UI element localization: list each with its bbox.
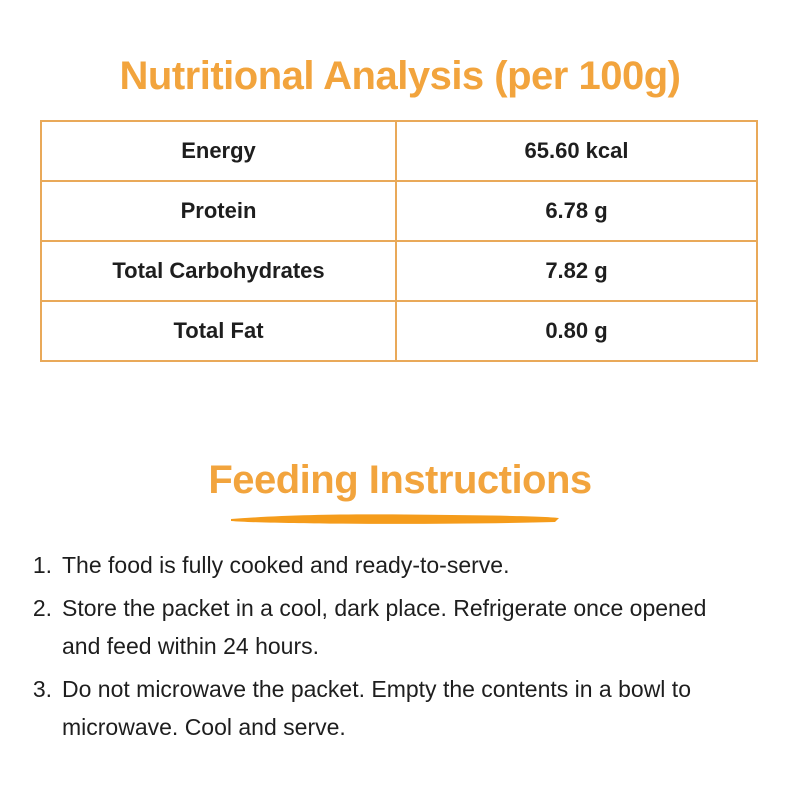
feeding-step: 2. Store the packet in a cool, dark plac… — [22, 589, 780, 665]
nutritional-analysis-title: Nutritional Analysis (per 100g) — [119, 54, 681, 98]
step-text: microwave. Cool and serve. — [62, 714, 346, 740]
nutrient-value: 0.80 g — [395, 300, 758, 362]
feeding-instructions-title: Feeding Instructions — [208, 458, 592, 502]
table-row: Energy 65.60 kcal — [40, 120, 758, 182]
nutrient-value: 65.60 kcal — [395, 120, 758, 182]
step-number: 3. — [32, 676, 52, 702]
feeding-step: 1. The food is fully cooked and ready-to… — [22, 546, 780, 584]
step-text: The food is fully cooked and ready-to-se… — [62, 552, 510, 578]
step-text: and feed within 24 hours. — [62, 633, 320, 659]
feeding-step: 3. Do not microwave the packet. Empty th… — [22, 670, 780, 746]
label-page: Nutritional Analysis (per 100g) Energy 6… — [0, 52, 800, 800]
nutrient-value: 7.82 g — [395, 240, 758, 302]
table-row: Total Carbohydrates 7.82 g — [40, 240, 758, 302]
nutrient-label: Energy — [40, 120, 397, 182]
brush-underline-stroke — [231, 514, 559, 524]
nutrient-value: 6.78 g — [395, 180, 758, 242]
step-number: 2. — [32, 595, 52, 621]
nutrient-label: Protein — [40, 180, 397, 242]
table-row: Protein 6.78 g — [40, 180, 758, 242]
nutrition-table: Energy 65.60 kcal Protein 6.78 g Total C… — [40, 120, 758, 362]
step-text: Store the packet in a cool, dark place. … — [62, 595, 707, 621]
table-row: Total Fat 0.80 g — [40, 300, 758, 362]
feeding-steps-list: 1. The food is fully cooked and ready-to… — [0, 546, 800, 746]
nutrient-label: Total Carbohydrates — [40, 240, 397, 302]
step-text: Do not microwave the packet. Empty the c… — [62, 676, 691, 702]
nutrient-label: Total Fat — [40, 300, 397, 362]
step-number: 1. — [32, 552, 52, 578]
